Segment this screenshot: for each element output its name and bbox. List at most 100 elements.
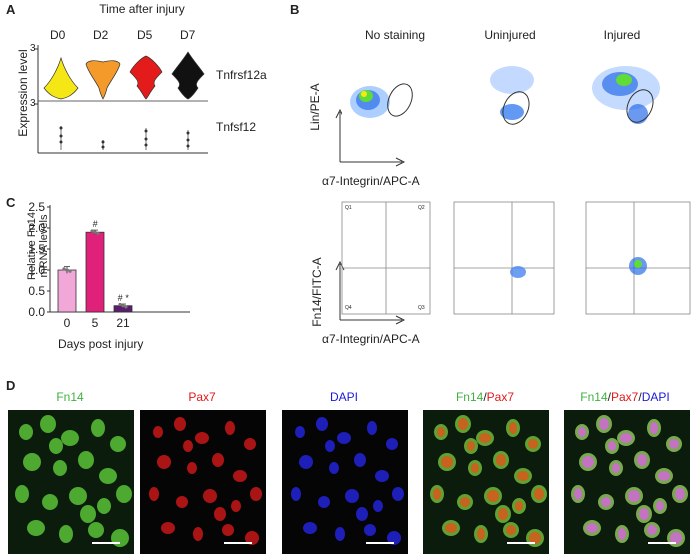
quad-label-q2: Q2 xyxy=(418,205,425,211)
bar-day-0 xyxy=(57,269,77,313)
cell xyxy=(59,525,73,543)
scale-bar xyxy=(507,542,535,544)
cell xyxy=(356,507,368,521)
micro-image-merged xyxy=(564,410,690,554)
data-point xyxy=(121,304,125,308)
gene-label-tnfsf12: Tnfsf12 xyxy=(216,120,257,134)
scale-bar xyxy=(648,542,676,544)
x-tick-label: 21 xyxy=(116,316,130,330)
cell xyxy=(212,453,224,467)
data-point xyxy=(68,269,72,273)
cell-nucleus xyxy=(458,418,468,430)
cell-nucleus xyxy=(586,523,598,533)
cell xyxy=(40,415,56,433)
cell xyxy=(149,487,159,501)
cell xyxy=(233,470,247,482)
cell-nucleus xyxy=(487,490,499,502)
micro-label-part: Pax7 xyxy=(486,390,515,404)
cell xyxy=(222,524,234,536)
data-point xyxy=(90,229,94,233)
quad-label-q3: Q3 xyxy=(418,305,425,311)
data-point xyxy=(118,302,122,307)
x-tick-label: 0 xyxy=(64,316,71,330)
cell-nucleus xyxy=(467,441,475,451)
micro-label-merged: Fn14/Pax7/DAPI xyxy=(560,390,690,404)
significance-marker: # * xyxy=(117,293,129,303)
cell-nucleus xyxy=(477,528,485,540)
cell-nucleus xyxy=(675,488,685,500)
scale-bar xyxy=(224,542,252,544)
y-tick-label: 1.5 xyxy=(28,242,45,256)
micro-image-dapi xyxy=(282,410,408,554)
micro-label-part: Pax7 xyxy=(188,390,216,404)
cell xyxy=(183,440,193,452)
micro-image-fn14 xyxy=(8,410,134,554)
y-tick-label: 2.0 xyxy=(28,221,45,235)
cell xyxy=(325,440,335,452)
quad-label-q1: Q1 xyxy=(345,205,352,211)
cell xyxy=(78,451,94,469)
cell xyxy=(157,455,171,469)
day-label-d0: D0 xyxy=(50,28,66,42)
panel-a-letter: A xyxy=(6,2,16,17)
cell xyxy=(91,419,105,437)
cell xyxy=(387,531,401,545)
tick-3-bottom: 3 xyxy=(30,98,36,109)
data-point xyxy=(65,268,69,272)
cell-nucleus xyxy=(578,427,586,437)
day-label-d7: D7 xyxy=(180,28,196,42)
cell-nucleus xyxy=(479,433,491,443)
flow-plot-uninjured xyxy=(450,44,560,156)
cell-nucleus xyxy=(498,508,508,520)
micro-label-fn14: Fn14 xyxy=(5,390,135,404)
cell xyxy=(195,432,209,444)
cell xyxy=(354,453,366,467)
flow-bottom-axes xyxy=(335,260,406,325)
cell xyxy=(231,500,241,512)
cell-nucleus xyxy=(528,439,538,449)
scale-bar xyxy=(92,542,120,544)
y-tick-label: 1.0 xyxy=(28,263,45,277)
y-tick-label: 0.0 xyxy=(28,305,45,319)
cell-nucleus xyxy=(639,508,649,520)
data-point xyxy=(93,230,97,234)
data-point xyxy=(124,305,128,309)
day-label-d5: D5 xyxy=(137,28,153,42)
quadrant-plot-injured xyxy=(585,201,691,315)
cell xyxy=(161,522,175,534)
flow-title-uninjured: Uninjured xyxy=(484,28,536,42)
cell-nucleus xyxy=(471,463,479,473)
cell xyxy=(69,487,87,505)
cell xyxy=(19,424,33,440)
significance-marker: # xyxy=(92,219,98,229)
cell-nucleus xyxy=(509,422,517,434)
cell xyxy=(193,527,203,541)
cell xyxy=(316,417,328,431)
cell xyxy=(110,436,126,452)
cell xyxy=(225,421,235,435)
panel-a-title: Time after injury xyxy=(99,2,185,16)
cell xyxy=(299,455,313,469)
cell xyxy=(80,505,96,523)
cell-nucleus xyxy=(618,528,626,540)
cell xyxy=(27,520,45,536)
micro-label-part: Fn14 xyxy=(455,390,484,404)
cell-nucleus xyxy=(433,488,441,500)
cell-nucleus xyxy=(608,441,616,451)
micro-label-part: / xyxy=(638,390,642,404)
violin-d5 xyxy=(129,55,163,100)
quadrant-plot-no-staining xyxy=(341,201,431,315)
micro-label-part: Pax7 xyxy=(610,390,639,404)
cell-nucleus xyxy=(637,454,647,466)
cell-nucleus xyxy=(437,427,445,437)
cell-nucleus xyxy=(534,488,544,500)
violin-d0 xyxy=(43,56,79,100)
cell xyxy=(88,522,104,538)
cell-nucleus xyxy=(445,523,457,533)
cell xyxy=(245,531,259,545)
y-tick-label: 0.5 xyxy=(28,284,45,298)
panel-b-letter: B xyxy=(290,2,300,17)
cell xyxy=(291,487,301,501)
flow-plot-no-staining xyxy=(342,44,413,156)
cell xyxy=(318,496,330,508)
